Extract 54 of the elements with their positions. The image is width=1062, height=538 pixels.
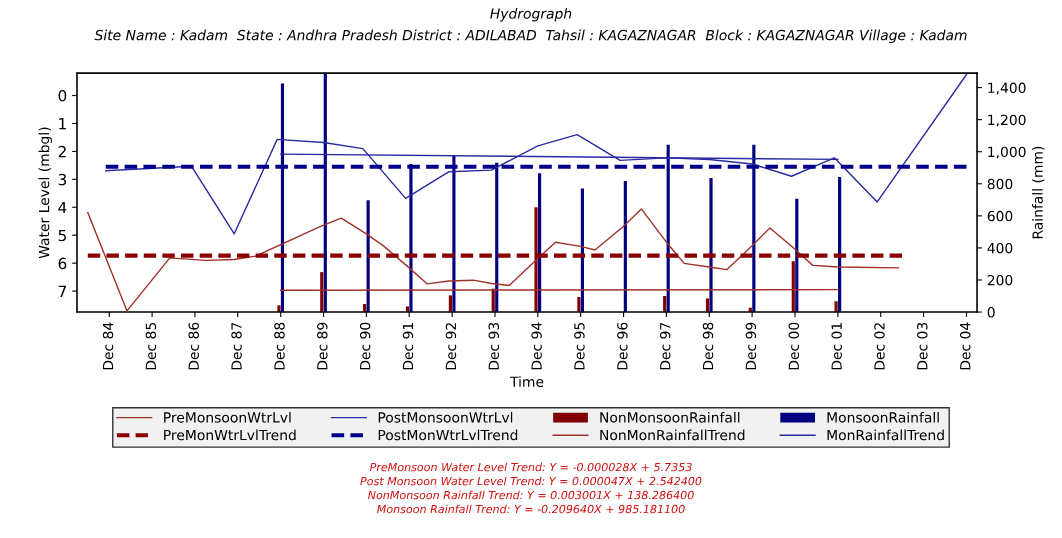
y2-tick-label: 0 — [987, 307, 995, 318]
text: PreMonsoon Water Level Trend: Y = -0.000028X + 5.7353 — [369, 462, 692, 472]
y-tick-label: 4 — [58, 201, 67, 214]
x-tick-label: Dec 88 — [274, 322, 285, 370]
y2-tick-label: 1,000 — [988, 146, 1026, 159]
legend-label: PostMonsoonWtrLvl — [378, 411, 513, 423]
y-tick-label: 5 — [58, 229, 66, 242]
y-tick-label: 7 — [58, 285, 66, 297]
legend-label: MonsoonRainfall — [827, 411, 939, 423]
y-axis-title: Water Level (mbgl) — [38, 127, 52, 259]
x-tick-label: Dec 92 — [445, 323, 457, 370]
x-tick-label: Dec 85 — [145, 322, 157, 370]
y2-tick-label: 600 — [987, 210, 1013, 222]
text: NonMonsoon Rainfall Trend: Y = 0.003001X + 138.286400 — [367, 490, 694, 500]
x-tick-label: Dec 84 — [102, 322, 114, 370]
x-tick-label: Dec 87 — [231, 322, 242, 370]
y2-tick-label: 800 — [987, 178, 1013, 190]
x-tick-label: Dec 97 — [659, 322, 671, 370]
x-tick-label: Dec 96 — [617, 322, 628, 370]
x-tick-label: Dec 00 — [788, 322, 800, 370]
x-tick-label: Dec 90 — [359, 322, 371, 370]
y-tick-label: 6 — [58, 257, 67, 270]
x-tick-label: Dec 02 — [874, 323, 885, 370]
chart-subtitle: Site Name : Kadam State : Andhra Pradesh District : ADILABAD Tahsil : KAGAZNAGAR Block : KAGAZNAGAR Village : Kadam — [94, 29, 967, 44]
legend-label: NonMonRainfallTrend — [600, 429, 745, 441]
y2-tick-label: 200 — [987, 274, 1013, 286]
x-tick-label: Dec 93 — [488, 322, 500, 370]
y2-tick-label: 1,200 — [988, 114, 1026, 127]
text: Monsoon Rainfall Trend: Y = -0.209640X + 985.181100 — [377, 504, 685, 514]
x-tick-label: Dec 04 — [960, 322, 971, 370]
x-tick-label: Dec 89 — [317, 322, 328, 370]
x-tick-label: Dec 94 — [531, 322, 542, 370]
text: Post Monsoon Water Level Trend: Y = 0.000047X + 2.542400 — [360, 476, 702, 486]
x-tick-label: Dec 99 — [745, 322, 757, 370]
y2-axis-title: Rainfall (mm) — [1032, 146, 1045, 239]
y-tick-label: 0 — [58, 89, 67, 102]
x-tick-label: Dec 91 — [402, 323, 414, 370]
x-axis-title: Time — [509, 376, 544, 388]
legend-label: PreMonWtrLvlTrend — [164, 429, 296, 441]
y-tick-label: 2 — [58, 145, 66, 158]
x-tick-label: Dec 95 — [574, 322, 585, 370]
x-tick-label: Dec 98 — [702, 322, 714, 370]
x-tick-label: Dec 01 — [831, 323, 842, 370]
chart-title: Hydrograph — [490, 8, 572, 22]
legend-label: PostMonWtrLvlTrend — [378, 429, 518, 441]
y-tick-label: 1 — [59, 118, 66, 130]
legend-label: MonRainfallTrend — [827, 429, 944, 441]
y-tick-label: 3 — [58, 173, 67, 186]
y2-tick-label: 1,400 — [988, 82, 1026, 95]
x-tick-label: Dec 03 — [917, 322, 928, 370]
y2-tick-label: 400 — [987, 242, 1013, 254]
legend-label: PreMonsoonWtrLvl — [164, 411, 291, 423]
x-tick-label: Dec 86 — [188, 322, 199, 370]
legend-label: NonMonsoonRainfall — [600, 411, 740, 423]
